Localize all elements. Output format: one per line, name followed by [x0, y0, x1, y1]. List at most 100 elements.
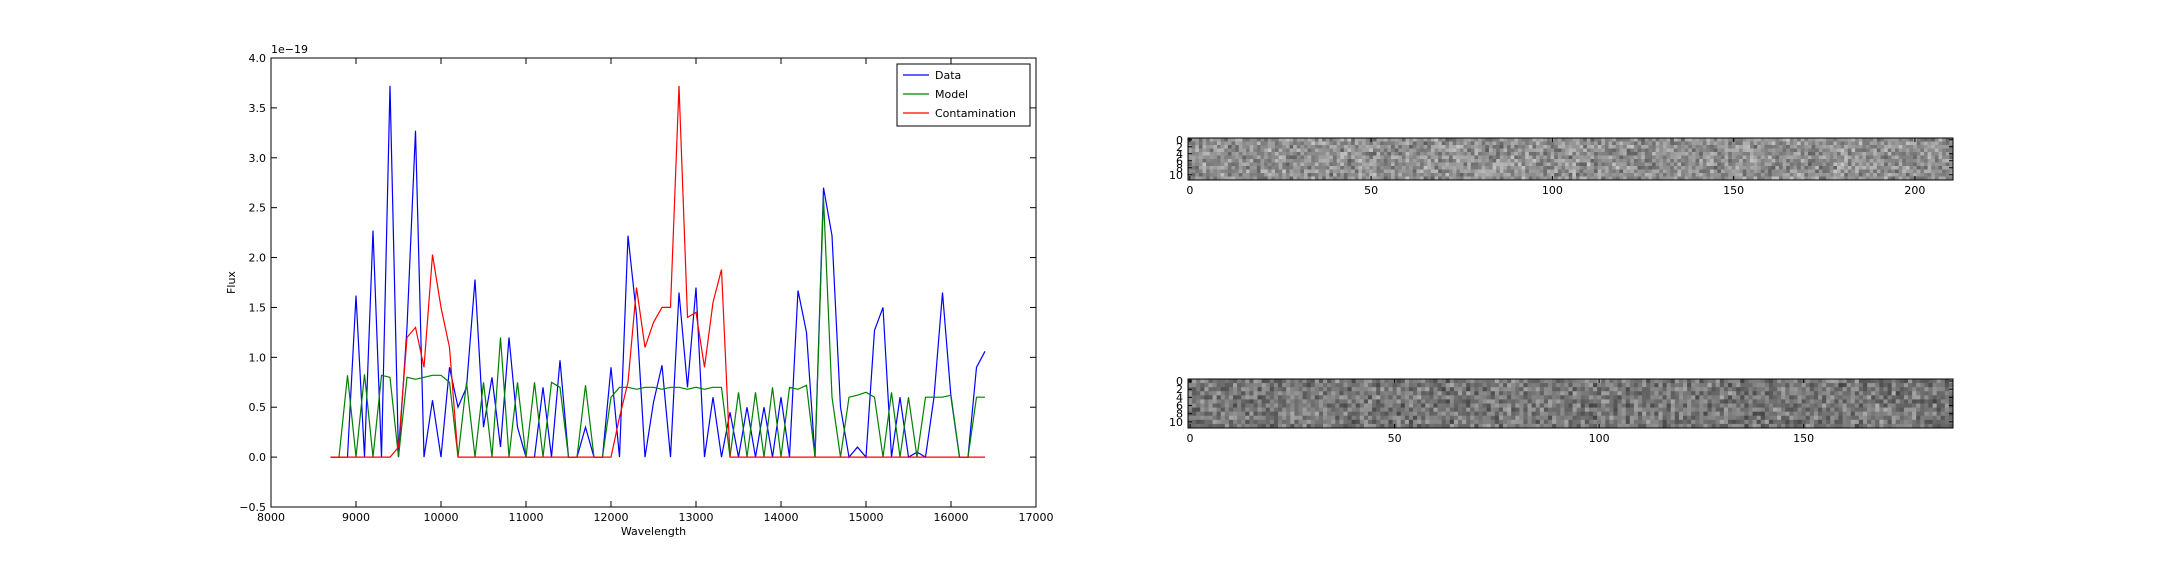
image-pixel — [1880, 176, 1885, 181]
image-pixel — [1536, 176, 1541, 181]
image-pixel — [1920, 166, 1925, 170]
image-pixel — [1543, 379, 1549, 384]
image-pixel — [1416, 173, 1421, 177]
image-pixel — [1590, 145, 1595, 149]
image-pixel — [1300, 166, 1305, 170]
image-pixel — [1891, 162, 1896, 167]
image-pixel — [1615, 145, 1620, 149]
image-pixel — [1630, 159, 1635, 163]
image-pixel — [1452, 166, 1457, 170]
image-pixel — [1899, 395, 1905, 400]
image-pixel — [1938, 173, 1943, 177]
image-pixel — [1695, 173, 1700, 177]
image-pixel — [1267, 173, 1272, 177]
image-pixel — [1409, 155, 1414, 160]
image-pixel — [1514, 138, 1519, 142]
image-pixel — [1556, 383, 1561, 388]
image-pixel — [1713, 173, 1718, 177]
image-pixel — [1560, 419, 1565, 425]
image-pixel — [1311, 173, 1316, 177]
image-pixel — [1771, 162, 1776, 167]
image-pixel — [1430, 159, 1435, 163]
image-pixel — [1311, 169, 1316, 174]
image-pixel — [1793, 176, 1798, 181]
image-pixel — [1220, 152, 1225, 156]
image-pixel — [1329, 138, 1334, 142]
image-pixel — [1736, 407, 1741, 413]
image-pixel — [1213, 166, 1218, 170]
image-pixel — [1633, 383, 1639, 388]
image-pixel — [1822, 383, 1827, 388]
image-pixel — [1228, 403, 1234, 408]
image-pixel — [1325, 169, 1330, 174]
image-pixel — [1539, 379, 1545, 384]
image-pixel — [1778, 166, 1783, 170]
image-pixel — [1206, 138, 1211, 142]
image-pixel — [1572, 383, 1578, 388]
image-pixel — [1938, 148, 1943, 153]
image-pixel — [1829, 162, 1834, 167]
image-pixel — [1576, 395, 1582, 400]
image-pixel — [1605, 403, 1610, 408]
image-pixel — [1329, 169, 1334, 174]
image-pixel — [1752, 411, 1758, 417]
image-pixel — [1228, 391, 1234, 396]
image-pixel — [1398, 145, 1403, 149]
image-pixel — [1623, 162, 1628, 167]
image-pixel — [1515, 391, 1520, 396]
image-pixel — [1343, 423, 1348, 429]
image-pixel — [1396, 423, 1402, 429]
image-pixel — [1658, 395, 1663, 400]
image-pixel — [1478, 387, 1483, 392]
image-pixel — [1670, 155, 1675, 160]
image-pixel — [1652, 173, 1657, 177]
image-pixel — [1453, 403, 1459, 408]
image-pixel — [1213, 169, 1218, 174]
image-pixel — [1388, 419, 1393, 425]
image-pixel — [1196, 419, 1201, 425]
image-pixel — [1453, 387, 1459, 392]
image-pixel — [1449, 403, 1455, 408]
image-pixel — [1576, 379, 1582, 384]
image-pixel — [1753, 145, 1758, 149]
image-pixel — [1488, 145, 1493, 149]
image-pixel — [1895, 419, 1901, 425]
image-pixel — [1588, 383, 1594, 388]
image-pixel — [1474, 407, 1479, 413]
image-pixel — [1510, 176, 1515, 181]
image-pixel — [1265, 387, 1271, 392]
image-pixel — [1561, 138, 1566, 142]
image-pixel — [1417, 419, 1422, 425]
image-pixel — [1638, 387, 1643, 392]
image-pixel — [1482, 379, 1488, 384]
image-pixel — [1241, 395, 1246, 400]
image-pixel — [1867, 411, 1872, 417]
image-pixel — [1242, 145, 1247, 149]
image-pixel — [1327, 407, 1332, 413]
image-pixel — [1858, 138, 1863, 142]
image-pixel — [1503, 419, 1508, 425]
image-pixel — [1372, 407, 1377, 413]
image-pixel — [1343, 407, 1348, 413]
image-pixel — [1543, 148, 1548, 153]
image-pixel — [1286, 415, 1291, 421]
image-pixel — [1678, 423, 1684, 429]
image-pixel — [1850, 419, 1856, 425]
image-pixel — [1445, 415, 1451, 421]
image-pixel — [1275, 145, 1280, 149]
image-pixel — [1822, 411, 1827, 417]
image-pixel — [1188, 155, 1193, 160]
image-pixel — [1908, 411, 1913, 417]
image-pixel — [1777, 403, 1782, 408]
image-pixel — [1245, 379, 1250, 384]
image-pixel — [1633, 141, 1638, 146]
image-pixel — [1601, 141, 1606, 146]
image-pixel — [1932, 383, 1938, 388]
image-pixel — [1684, 155, 1689, 160]
image-pixel — [1514, 145, 1519, 149]
image-pixel — [1449, 141, 1454, 146]
image-pixel — [1359, 419, 1365, 425]
image-pixel — [1677, 176, 1682, 181]
image-pixel — [1775, 162, 1780, 167]
image-pixel — [1525, 155, 1530, 160]
